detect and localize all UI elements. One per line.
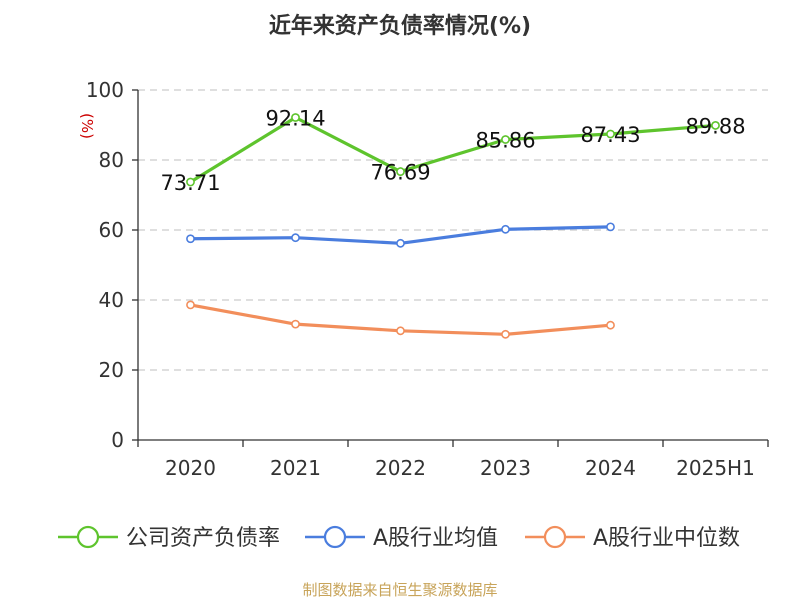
legend-label: A股行业中位数	[593, 526, 740, 551]
series-line	[189, 115, 716, 184]
data-label: 85.86	[475, 128, 535, 152]
series	[186, 113, 720, 339]
y-axis-unit: (%)	[78, 113, 96, 139]
data-labels: 73.71 92.14 76.69 85.86 87.43 89.88	[160, 107, 745, 196]
y-tick-label: 40	[99, 288, 124, 312]
x-tick-label: 2023	[480, 456, 531, 480]
legend-item[interactable]: A股行业中位数	[525, 525, 740, 551]
x-tick-label: 2020	[165, 456, 216, 480]
gridlines	[138, 89, 768, 371]
legend-item[interactable]: 公司资产负债率	[58, 525, 280, 551]
y-tick-label: 100	[86, 78, 124, 102]
data-point	[291, 113, 300, 122]
x-tick-label: 2025H1	[676, 456, 755, 480]
data-point	[291, 233, 300, 243]
legend-label: 公司资产负债率	[126, 526, 280, 551]
data-point	[396, 326, 405, 336]
chart-title: 近年来资产负债率情况(%)	[269, 13, 531, 39]
x-tick-label: 2021	[270, 456, 321, 480]
data-point	[606, 320, 615, 330]
data-point	[186, 300, 195, 310]
legend[interactable]: 公司资产负债率 A股行业均值 A股行业中位数	[58, 525, 740, 551]
axes: 0 20 40 60 80 100 2020 2021 2022 2023 2024 2025H1	[86, 78, 769, 480]
data-label: 76.69	[370, 161, 430, 185]
data-point	[291, 319, 300, 329]
x-tick-label: 2022	[375, 456, 426, 480]
y-tick-label: 20	[99, 358, 124, 382]
y-tick-label: 0	[111, 428, 124, 452]
data-point	[501, 135, 510, 144]
data-point	[396, 167, 405, 176]
y-tick-label: 60	[99, 218, 124, 242]
data-point	[711, 121, 720, 130]
data-label: 92.14	[265, 107, 325, 131]
data-point	[501, 224, 510, 234]
data-point	[501, 329, 510, 339]
x-tick-label: 2024	[585, 456, 636, 480]
legend-item[interactable]: A股行业均值	[305, 525, 498, 551]
data-point	[606, 222, 615, 232]
legend-marker	[543, 525, 567, 549]
data-point	[186, 234, 195, 244]
legend-label: A股行业均值	[373, 526, 498, 551]
data-label: 87.43	[580, 123, 640, 147]
data-point	[606, 129, 615, 139]
data-label: 73.71	[160, 171, 220, 195]
data-label: 89.88	[685, 114, 745, 138]
legend-marker	[76, 525, 100, 549]
data-point	[186, 177, 195, 187]
legend-marker	[323, 525, 347, 549]
data-point	[396, 238, 405, 248]
source-note: 制图数据来自恒生聚源数据库	[302, 581, 497, 599]
y-tick-label: 80	[99, 148, 124, 172]
